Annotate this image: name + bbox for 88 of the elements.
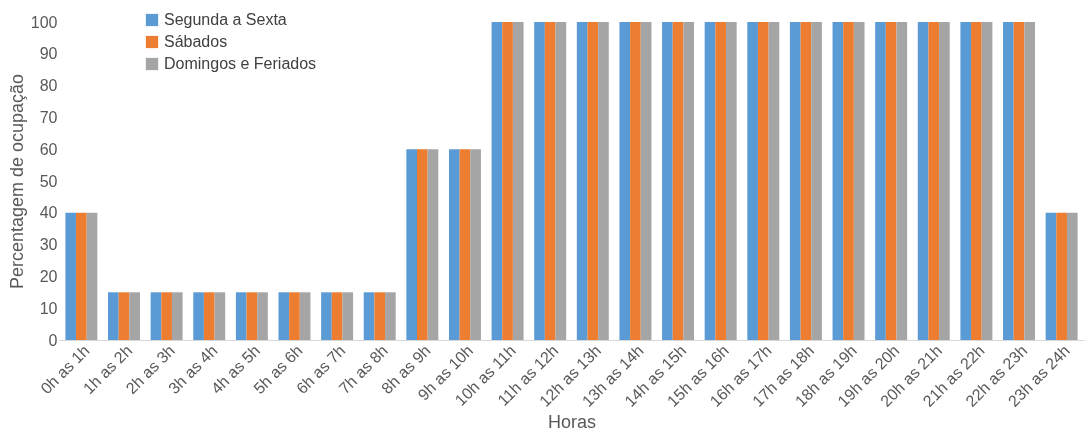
bar [896,22,908,340]
bar [512,22,524,340]
bar [587,22,599,340]
bar [928,22,940,340]
bar [108,292,119,340]
bar [129,292,140,340]
bar [981,22,993,340]
bar [853,22,865,340]
y-tick-label: 80 [39,77,58,95]
bar [630,22,641,340]
bar [619,22,631,340]
bar [768,22,780,340]
y-tick-label: 70 [39,108,58,126]
bar [459,149,471,340]
bar [76,212,87,340]
bar [257,292,268,340]
bar [385,292,396,340]
y-tick-label: 50 [39,172,58,190]
bar [171,292,183,340]
bar [118,292,130,340]
y-tick-label: 60 [39,140,58,158]
bar [640,22,652,340]
bar [598,22,609,340]
bar [1024,22,1035,340]
bar [683,22,695,340]
bar [662,22,673,340]
bar [1045,212,1057,340]
bar [427,149,439,340]
y-tick-label: 0 [48,331,58,349]
y-tick-label: 90 [39,45,58,63]
bar [555,22,567,340]
bar [715,22,726,340]
bar [203,292,215,340]
bar [448,149,460,340]
bar [235,292,247,340]
bar [193,292,204,340]
bar [150,292,162,340]
bar [374,292,386,340]
bar [65,212,77,340]
bar [278,292,290,340]
bar [757,22,769,340]
legend-label: Sábados [164,33,228,50]
y-tick-label: 30 [39,236,58,254]
bar [544,22,556,340]
bar [747,22,758,340]
bar [406,149,417,340]
bar [576,22,588,340]
bar [1066,212,1078,340]
bar [246,292,258,340]
bar [885,22,897,340]
bar [875,22,886,340]
bar [917,22,929,340]
bar [86,212,98,340]
bar [1056,212,1067,340]
y-tick-label: 40 [39,204,58,222]
bar [1003,22,1014,340]
bar [417,149,428,340]
bar [321,292,332,340]
bar [214,292,226,340]
bar [331,292,343,340]
bar [470,149,481,340]
legend-label: Domingos e Feriados [164,55,317,72]
bar [342,292,354,340]
bar [704,22,716,340]
legend-label: Segunda a Sexta [164,11,287,28]
bar [289,292,300,340]
bar [811,22,822,340]
y-tick-label: 20 [39,267,58,285]
bar [789,22,801,340]
x-axis-title: Horas [547,411,597,432]
bar [939,22,950,340]
bar [960,22,972,340]
bar [299,292,311,340]
bar [832,22,844,340]
bar [502,22,513,340]
bar [1013,22,1025,340]
bar [534,22,545,340]
y-tick-label: 100 [30,13,58,31]
bar [843,22,854,340]
y-axis-title: Percentagem de ocupação [6,73,27,290]
y-tick-label: 10 [39,299,58,317]
bar [800,22,812,340]
bar [161,292,172,340]
bar [491,22,503,340]
bar [971,22,982,340]
bar [726,22,737,340]
bar [672,22,684,340]
bar [363,292,375,340]
